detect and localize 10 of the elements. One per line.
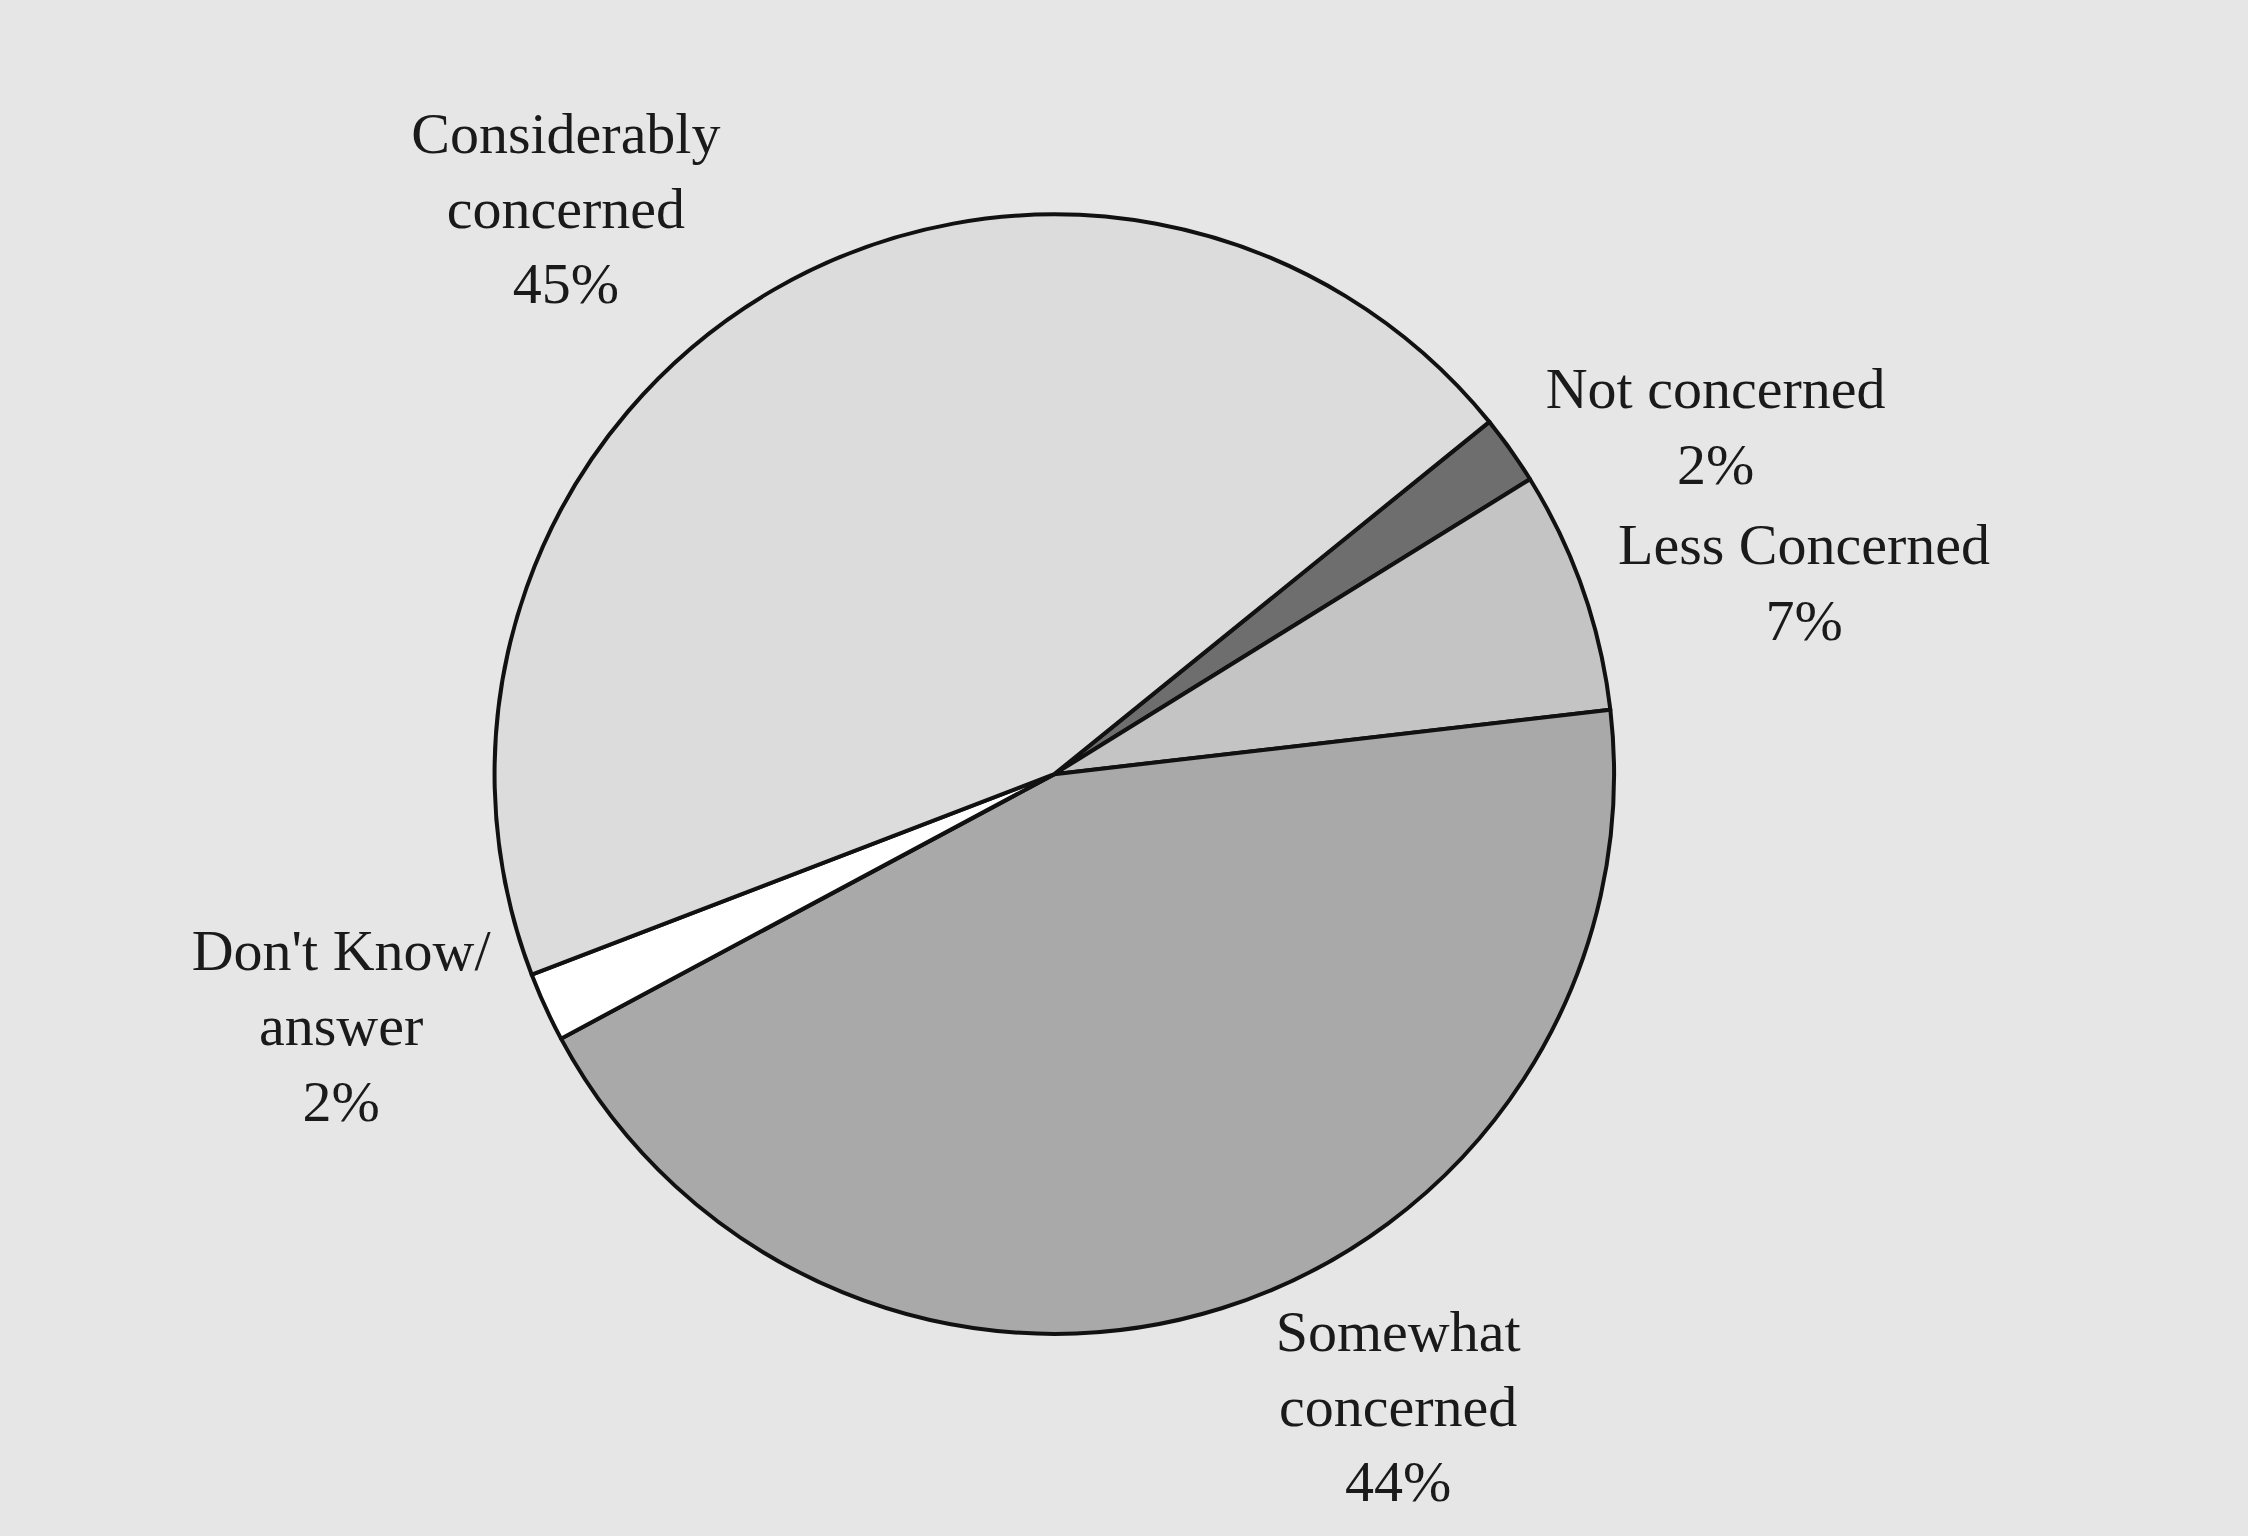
slice-label: Not concerned bbox=[1545, 356, 1886, 422]
slice-label: Considerably concerned bbox=[411, 100, 721, 241]
slice-label: Less Concerned bbox=[1618, 512, 1991, 578]
data-label: 2% bbox=[1676, 431, 1755, 497]
slice-label: Don't Know/ answer bbox=[191, 917, 492, 1059]
data-label: 45% bbox=[512, 251, 619, 317]
slice-label: Somewhat concerned bbox=[1275, 1298, 1521, 1440]
data-label: 7% bbox=[1765, 587, 1843, 653]
data-label: 44% bbox=[1344, 1449, 1452, 1515]
data-label: 2% bbox=[302, 1068, 380, 1134]
